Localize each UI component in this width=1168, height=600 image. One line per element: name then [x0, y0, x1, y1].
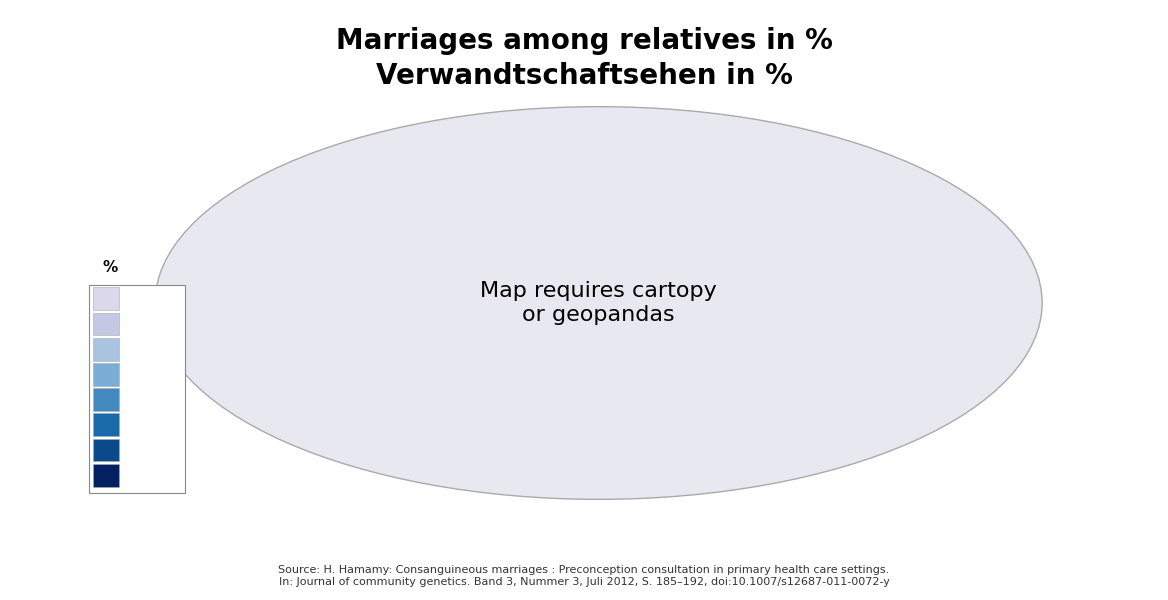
Text: %: % — [103, 260, 118, 275]
Text: <1: <1 — [125, 292, 142, 305]
Text: Marriages among relatives in %
Verwandtschaftsehen in %: Marriages among relatives in % Verwandts… — [335, 27, 833, 89]
Text: 20–29: 20–29 — [125, 393, 161, 406]
Text: 40–49: 40–49 — [125, 443, 161, 457]
Text: 30–39: 30–39 — [125, 418, 160, 431]
Text: Map requires cartopy
or geopandas: Map requires cartopy or geopandas — [480, 281, 717, 325]
Text: 10–19: 10–19 — [125, 368, 161, 381]
Text: 5–9: 5–9 — [125, 343, 146, 356]
Text: Source: H. Hamamy: Consanguineous marriages : Preconception consultation in prim: Source: H. Hamamy: Consanguineous marria… — [278, 565, 890, 587]
Ellipse shape — [155, 107, 1042, 499]
Text: 1–4: 1–4 — [125, 317, 146, 331]
Text: 50+: 50+ — [125, 469, 150, 482]
